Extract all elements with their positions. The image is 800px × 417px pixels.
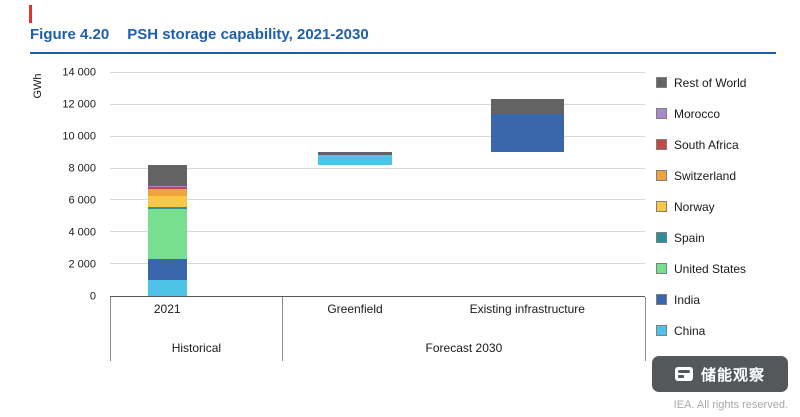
x-tick-label-existing-infrastructure: Existing infrastructure xyxy=(469,302,585,316)
legend-label-south-africa: South Africa xyxy=(674,137,739,152)
x-tick-label-2021: 2021 xyxy=(153,302,181,316)
bar-greenfield xyxy=(317,73,393,296)
group-label-forecast-2030: Forecast 2030 xyxy=(425,341,503,355)
legend-item-norway: Norway xyxy=(656,199,746,214)
legend-swatch-spain xyxy=(656,232,667,243)
plot-area xyxy=(110,72,645,297)
bar-segment-morocco xyxy=(147,186,187,187)
gridline xyxy=(110,263,645,265)
group-labels: Historical Forecast 2030 xyxy=(110,341,645,357)
y-tick-label: 12 000 xyxy=(62,98,96,111)
gridline xyxy=(110,199,645,201)
legend-label-switzerland: Switzerland xyxy=(674,168,737,183)
legend-label-united-states: United States xyxy=(674,261,747,276)
figure-header: Figure 4.20 PSH storage capability, 2021… xyxy=(30,26,776,54)
group-separator xyxy=(282,297,284,361)
legend-swatch-switzerland xyxy=(656,170,667,181)
bar-existing-infrastructure xyxy=(490,73,564,296)
legend-label-spain: Spain xyxy=(674,230,705,245)
bar-segment-india xyxy=(147,259,187,281)
legend-swatch-south-africa xyxy=(656,139,667,150)
legend-swatch-china xyxy=(656,325,667,336)
watermark-text: 储能观察 xyxy=(700,366,765,384)
x-axis-labels: 2021 Greenfield Existing infrastructure xyxy=(110,302,645,338)
legend-item-rest-of-world: Rest of World xyxy=(656,75,747,90)
bar-segment-india xyxy=(490,114,564,152)
bar-segment-rest-of-world xyxy=(317,151,393,156)
bar-segment-south-africa xyxy=(147,186,187,190)
legend-item-india: India xyxy=(656,292,746,307)
bar-segment-spain xyxy=(147,206,187,210)
legend-label-rest-of-world: Rest of World xyxy=(674,75,747,90)
chart-title: PSH storage capability, 2021-2030 xyxy=(127,26,369,43)
gridline xyxy=(110,135,645,137)
gridline xyxy=(110,103,645,105)
bar-segment-united-states xyxy=(147,209,187,260)
legend-item-spain: Spain xyxy=(656,230,746,245)
y-tick-label: 4 000 xyxy=(68,226,96,239)
gridline xyxy=(110,167,645,169)
y-tick-label: 6 000 xyxy=(68,194,96,207)
bar-segment-norway xyxy=(147,195,187,207)
y-tick-label: 0 xyxy=(89,290,96,303)
bar-segment-rest-of-world xyxy=(147,165,187,187)
y-tick-label: 14 000 xyxy=(62,66,96,79)
y-tick-label: 8 000 xyxy=(68,162,96,175)
y-axis-labels: 0 2 000 4 000 6 000 8 000 10 000 12 000 14 000 xyxy=(36,67,100,302)
legend-swatch-united-states xyxy=(656,263,667,274)
x-tick-label-greenfield: Greenfield xyxy=(327,302,383,316)
legend-item-morocco: Morocco xyxy=(656,106,746,121)
bars-layer xyxy=(110,73,645,296)
gridlines xyxy=(110,72,645,296)
red-accent-mark xyxy=(29,5,32,23)
bar-segment-switzerland xyxy=(147,189,187,196)
figure-label: Figure 4.20 xyxy=(30,26,110,43)
watermark-badge: 储能观察 xyxy=(652,356,788,392)
legend-item-united-states: United States xyxy=(656,261,747,276)
group-separators xyxy=(109,297,646,361)
group-separator xyxy=(644,297,646,361)
y-tick-label: 2 000 xyxy=(68,258,96,271)
legend-swatch-india xyxy=(656,294,667,305)
group-separator xyxy=(109,297,111,361)
legend-label-china: China xyxy=(674,323,706,338)
legend-label-india: India xyxy=(674,292,701,307)
group-label-historical: Historical xyxy=(171,341,222,355)
legend-swatch-rest-of-world xyxy=(656,77,667,88)
bar-2021 xyxy=(147,73,187,296)
legend-label-norway: Norway xyxy=(674,199,715,214)
watermark-logo-icon xyxy=(674,367,693,381)
bar-segment-rest-of-world xyxy=(490,98,564,115)
legend-label-morocco: Morocco xyxy=(674,106,721,121)
copyright-credit: IEA. All rights reserved. xyxy=(673,399,788,411)
legend-swatch-norway xyxy=(656,201,667,212)
legend-item-south-africa: South Africa xyxy=(656,137,746,152)
legend-swatch-morocco xyxy=(656,108,667,119)
legend-item-switzerland: Switzerland xyxy=(656,168,746,183)
y-tick-label: 10 000 xyxy=(62,130,96,143)
gridline xyxy=(110,231,645,233)
bar-segment-china xyxy=(147,280,187,296)
bar-segment-china xyxy=(317,155,393,166)
gridline xyxy=(110,72,645,73)
legend-item-china: China xyxy=(656,323,746,338)
legend: Rest of World Morocco South Africa Switzerl… xyxy=(656,75,747,338)
